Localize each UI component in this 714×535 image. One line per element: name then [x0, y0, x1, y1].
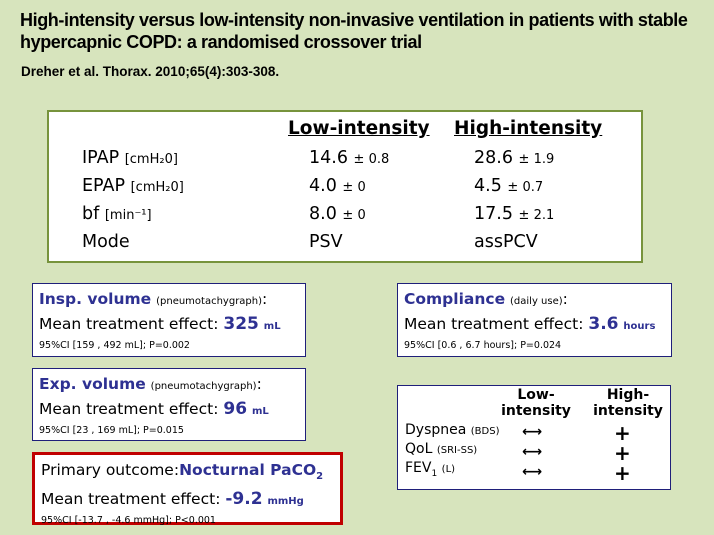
- row-unit: (SRI-SS): [436, 445, 478, 456]
- result-method: (pneumotachygraph): [156, 296, 263, 307]
- row-unit: [min⁻¹]: [104, 208, 152, 223]
- effect-value: -9.2: [225, 489, 263, 510]
- no-change-arrow-icon: ⟷: [522, 444, 543, 460]
- confidence-interval: 95%CI [23 , 169 mL]; P=0.015: [39, 425, 184, 436]
- high-value: 17.5: [474, 204, 513, 224]
- result-method: (pneumotachygraph): [150, 381, 257, 392]
- result-heading: Insp. volume: [39, 290, 152, 308]
- result-heading: Compliance: [404, 290, 506, 308]
- subscript: 2: [316, 471, 324, 483]
- confidence-interval: 95%CI [0.6 , 6.7 hours]; P=0.024: [404, 340, 562, 351]
- effect-label: Mean treatment effect:: [41, 490, 221, 509]
- high-sd: ± 1.9: [518, 152, 555, 167]
- low-value: 4.0: [309, 176, 337, 196]
- primary-outcome-box: Primary outcome:Nocturnal PaCO2 Mean tre…: [32, 452, 343, 526]
- effect-label: Mean treatment effect:: [404, 315, 584, 333]
- high-value: assPCV: [474, 232, 538, 252]
- low-value: 8.0: [309, 204, 337, 224]
- effect-row-dyspnea: Dyspnea (BDS): [405, 422, 499, 438]
- improvement-plus-icon: +: [614, 421, 631, 445]
- secondary-effects-table: Low- intensity High- intensity Dyspnea (…: [397, 385, 671, 490]
- header-low-intensity: Low-intensity: [288, 118, 430, 139]
- low-value: PSV: [309, 232, 343, 252]
- slide-title: High-intensity versus low-intensity non-…: [20, 10, 688, 52]
- high-sd: ± 0.7: [507, 180, 544, 195]
- subscript: 1: [431, 468, 438, 479]
- low-sd: ± 0: [342, 180, 366, 195]
- result-method: (daily use): [510, 296, 563, 307]
- row-label: IPAP: [82, 148, 120, 168]
- header-low-intensity: Low- intensity: [501, 387, 571, 419]
- no-change-arrow-icon: ⟷: [522, 464, 543, 480]
- effect-value: 96: [223, 399, 248, 419]
- header-high-intensity: High- intensity: [593, 387, 663, 419]
- row-label: FEV: [405, 460, 432, 476]
- no-change-arrow-icon: ⟷: [522, 424, 543, 440]
- effect-row-qol: QoL (SRI-SS): [405, 441, 477, 457]
- low-value: 14.6: [309, 148, 348, 168]
- confidence-interval: 95%CI [-13.7 , -4.6 mmHg]; P<0.001: [41, 515, 216, 527]
- low-sd: ± 0: [342, 208, 366, 223]
- row-label: Dyspnea: [405, 422, 467, 438]
- ventilation-parameters-table: Low-intensity High-intensity IPAP [cmH₂0…: [47, 110, 643, 263]
- effect-unit: hours: [623, 321, 656, 332]
- row-unit: [cmH₂0]: [130, 180, 184, 195]
- exp-volume-box: Exp. volume (pneumotachygraph): Mean tre…: [32, 368, 306, 441]
- row-label: EPAP: [82, 176, 126, 196]
- improvement-plus-icon: +: [614, 461, 631, 485]
- low-sd: ± 0.8: [353, 152, 390, 167]
- row-unit: (BDS): [470, 426, 500, 437]
- effect-row-fev1: FEV1 (L): [405, 460, 455, 479]
- primary-outcome-label: Primary outcome:: [41, 461, 180, 479]
- confidence-interval: 95%CI [159 , 492 mL]; P=0.002: [39, 340, 190, 351]
- effect-value: 325: [223, 314, 259, 334]
- row-label: QoL: [405, 441, 433, 457]
- effect-unit: mmHg: [267, 496, 304, 508]
- effect-value: 3.6: [588, 314, 619, 334]
- compliance-box: Compliance (daily use): Mean treatment e…: [397, 283, 672, 357]
- row-label: Mode: [82, 232, 130, 252]
- row-unit: (L): [441, 464, 456, 475]
- insp-volume-box: Insp. volume (pneumotachygraph): Mean tr…: [32, 283, 306, 357]
- row-label: bf: [82, 204, 100, 224]
- improvement-plus-icon: +: [614, 441, 631, 465]
- result-heading: Exp. volume: [39, 375, 146, 393]
- high-value: 28.6: [474, 148, 513, 168]
- header-high-intensity: High-intensity: [454, 118, 603, 139]
- high-value: 4.5: [474, 176, 502, 196]
- effect-label: Mean treatment effect:: [39, 315, 219, 333]
- result-heading: Nocturnal PaCO: [179, 461, 317, 479]
- citation: Dreher et al. Thorax. 2010;65(4):303-308…: [21, 64, 280, 79]
- high-sd: ± 2.1: [518, 208, 555, 223]
- effect-unit: mL: [251, 406, 269, 417]
- effect-unit: mL: [263, 321, 281, 332]
- row-unit: [cmH₂0]: [124, 152, 178, 167]
- effect-label: Mean treatment effect:: [39, 400, 219, 418]
